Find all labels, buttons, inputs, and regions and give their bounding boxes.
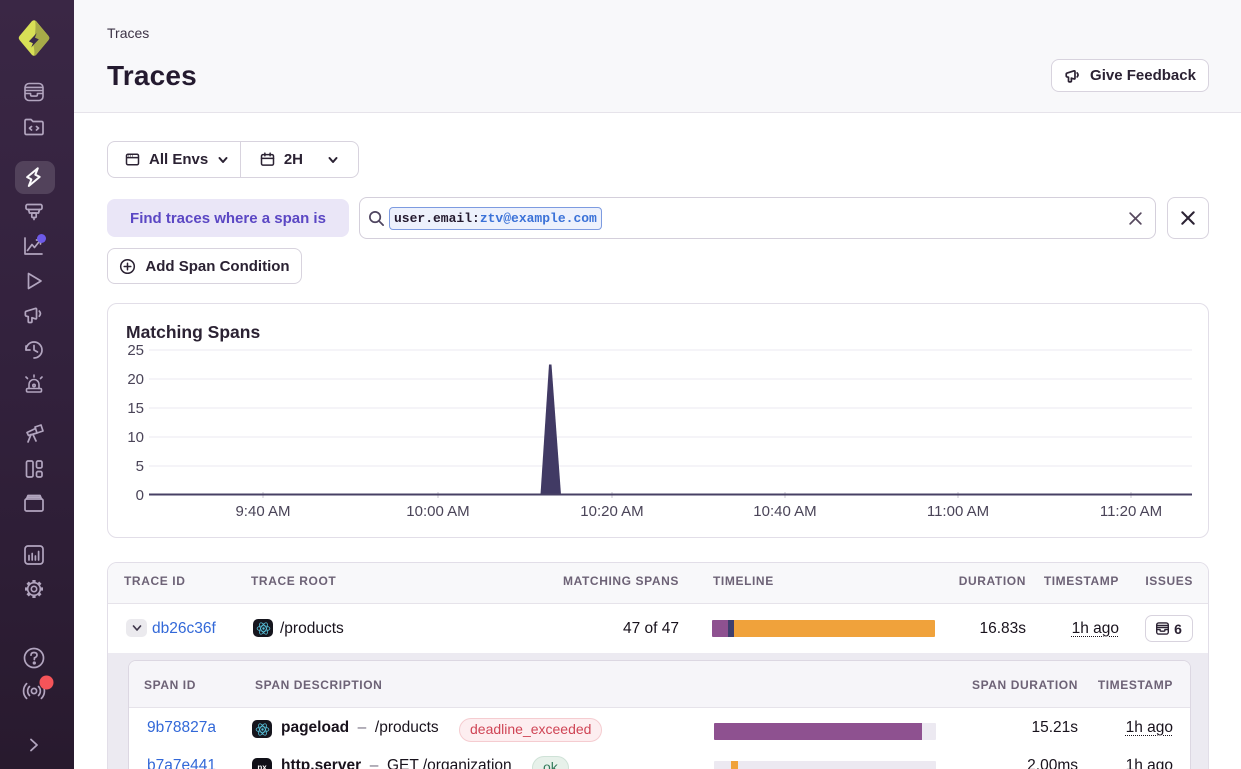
svg-text:10:00 AM: 10:00 AM bbox=[406, 503, 469, 520]
svg-text:10:40 AM: 10:40 AM bbox=[753, 503, 816, 520]
svg-text:0: 0 bbox=[136, 487, 144, 504]
svg-text:11:20 AM: 11:20 AM bbox=[1100, 503, 1162, 520]
svg-text:20: 20 bbox=[127, 371, 144, 388]
svg-text:15: 15 bbox=[127, 400, 144, 417]
svg-text:10:20 AM: 10:20 AM bbox=[580, 503, 643, 520]
svg-text:5: 5 bbox=[136, 458, 144, 475]
svg-text:10: 10 bbox=[127, 429, 144, 446]
svg-text:9:40 AM: 9:40 AM bbox=[235, 503, 290, 520]
svg-text:11:00 AM: 11:00 AM bbox=[927, 503, 989, 520]
svg-text:25: 25 bbox=[127, 342, 144, 359]
